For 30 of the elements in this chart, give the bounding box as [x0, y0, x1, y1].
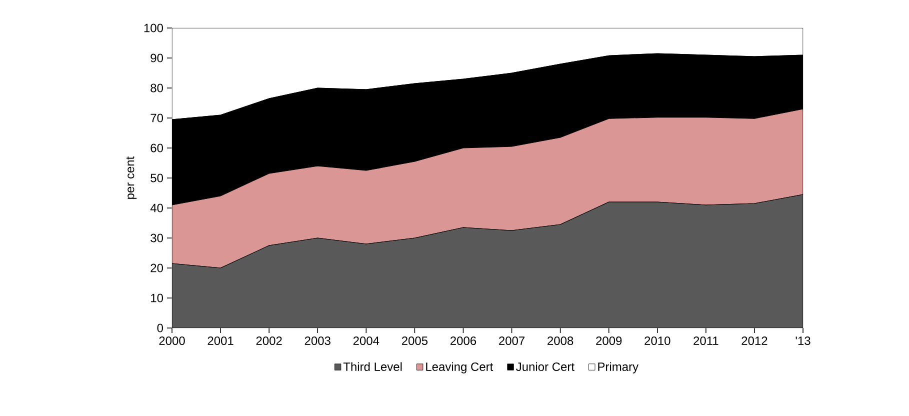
- legend-label: Leaving Cert: [426, 362, 494, 374]
- y-tick-label: 70: [150, 114, 164, 122]
- y-tick-label: 10: [151, 294, 164, 302]
- x-tick-label: 2006: [450, 336, 476, 346]
- legend-label: Primary: [598, 362, 638, 374]
- x-tick-label: 2011: [694, 336, 718, 346]
- y-tick-label: 40: [150, 204, 164, 212]
- x-tick-label: 2007: [499, 336, 525, 346]
- x-tick-label: 2008: [548, 336, 574, 346]
- y-tick-label: 0: [157, 324, 164, 332]
- legend-label: Third Level: [343, 362, 402, 372]
- x-tick-label: '13: [796, 336, 810, 346]
- y-tick-label: 30: [150, 234, 164, 242]
- y-axis-title: per cent: [126, 156, 137, 199]
- x-tick-label: 2009: [596, 336, 622, 346]
- x-tick-label: 2012: [742, 336, 768, 346]
- y-tick-label: 20: [150, 264, 164, 272]
- y-tick-label: 90: [150, 54, 164, 62]
- x-tick-label: 2000: [159, 336, 185, 346]
- y-tick-label: 100: [144, 24, 164, 32]
- y-tick-label: 50: [150, 174, 164, 182]
- x-tick-label: 2005: [402, 336, 428, 346]
- x-tick-label: 2010: [644, 336, 670, 346]
- y-tick-label: 60: [150, 144, 164, 152]
- x-tick-label: 2001: [208, 336, 234, 346]
- x-tick-label: 2002: [256, 336, 282, 346]
- legend-label: Junior Cert: [516, 362, 574, 372]
- y-tick-label: 80: [150, 84, 164, 92]
- x-tick-label: 2003: [304, 336, 330, 346]
- x-tick-label: 2004: [353, 336, 380, 346]
